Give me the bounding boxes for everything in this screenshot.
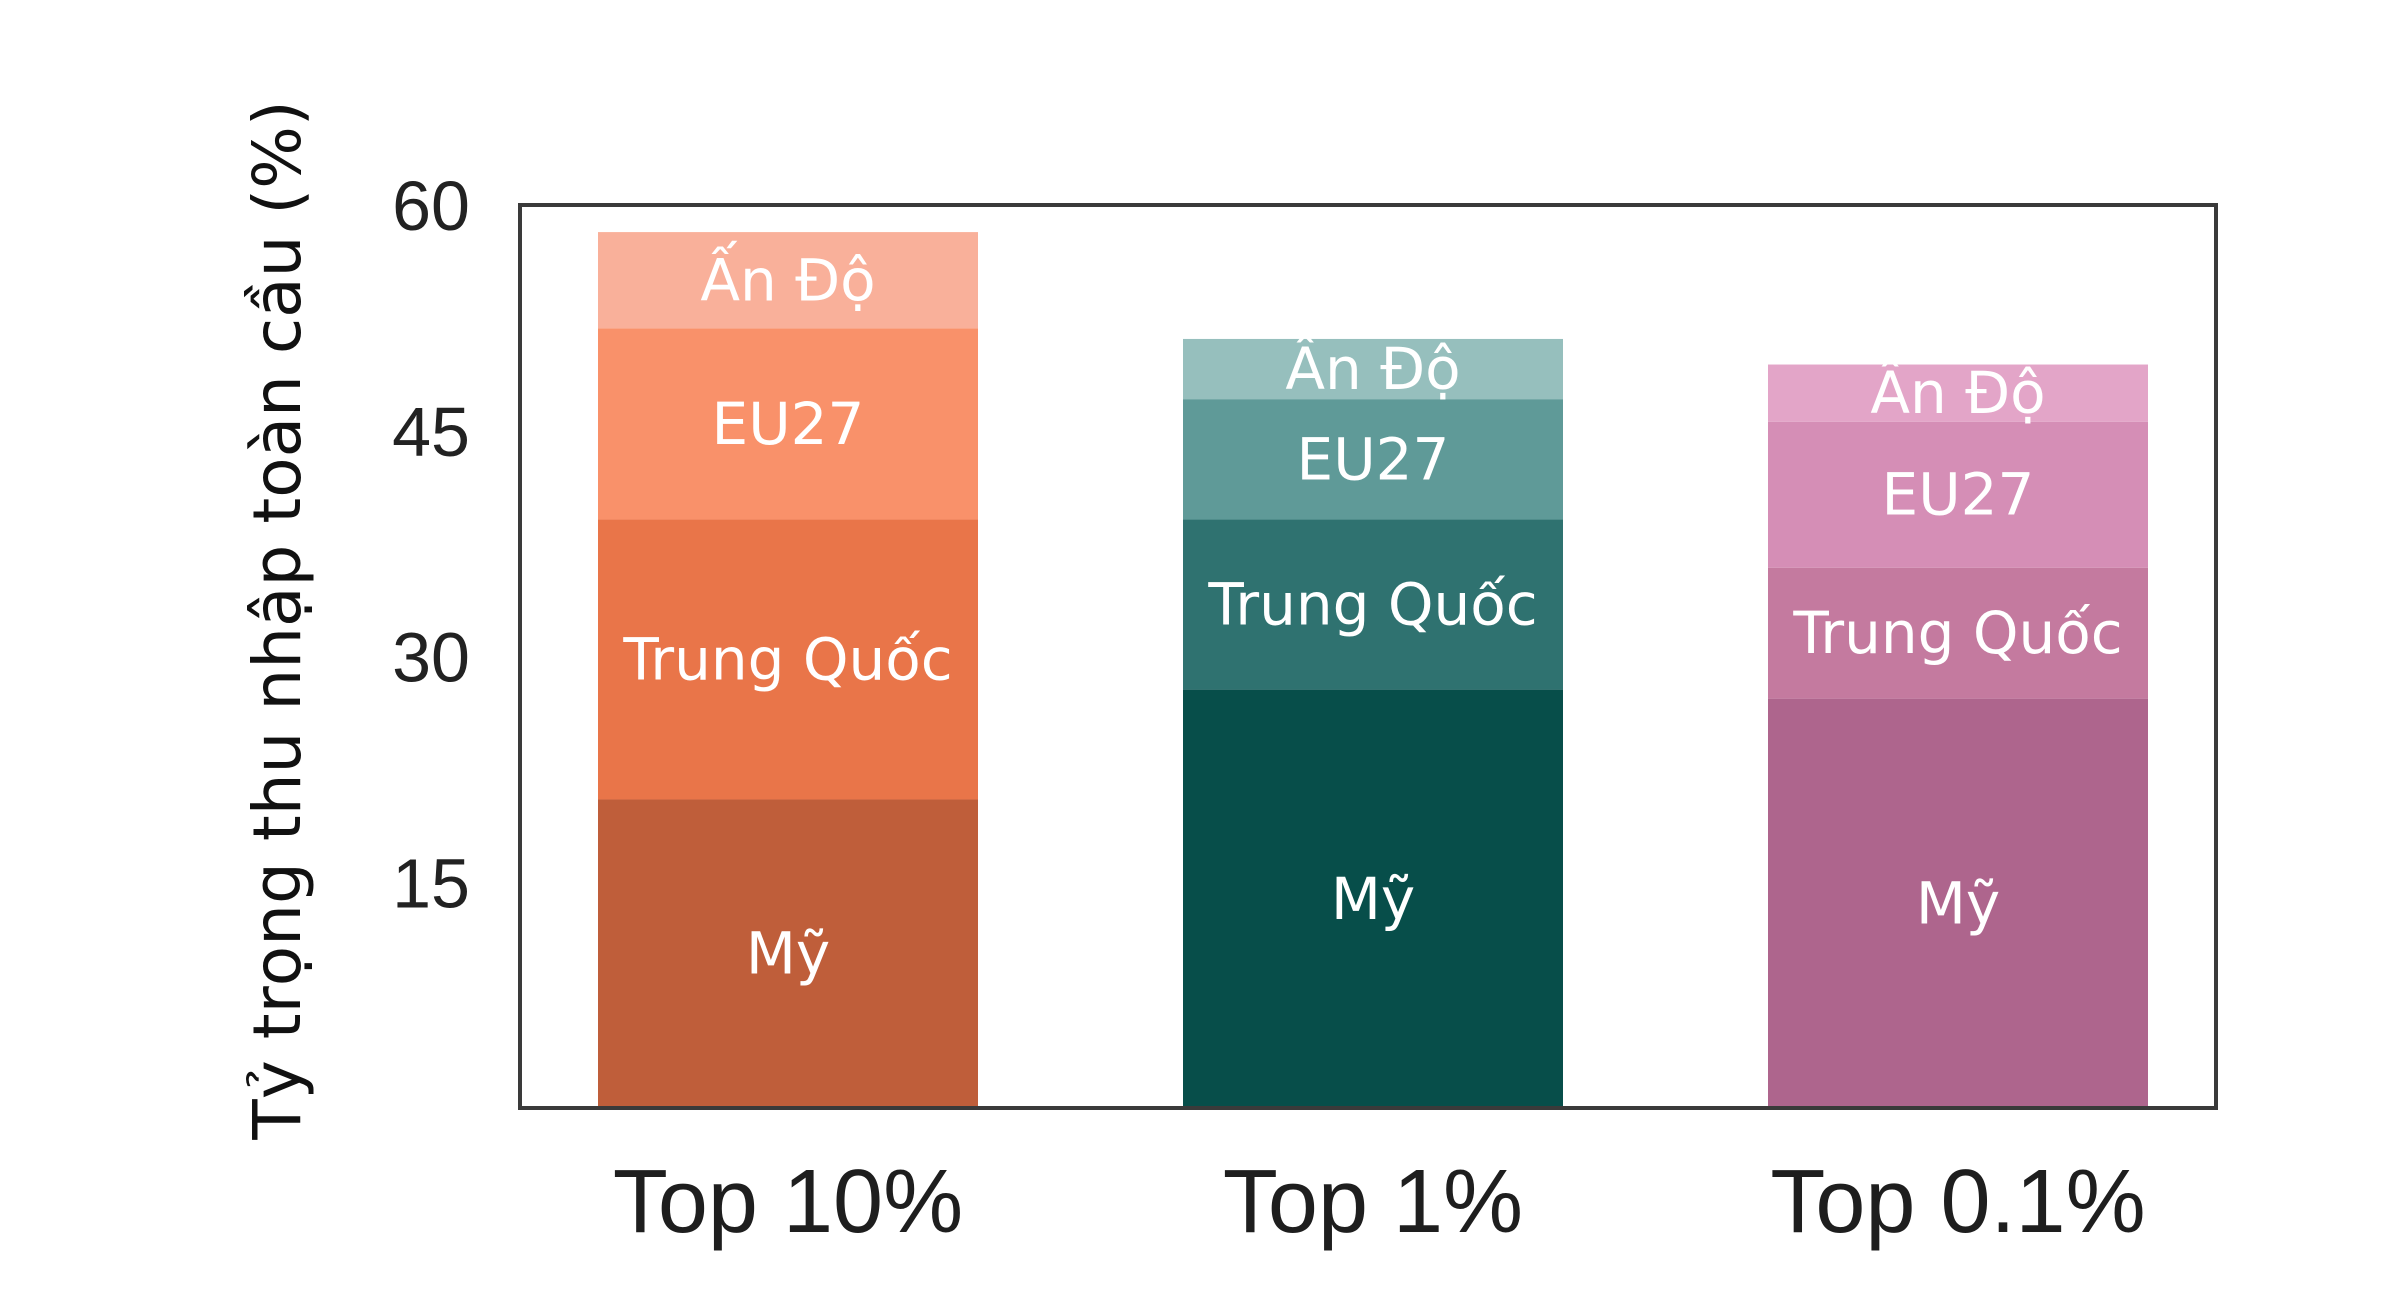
bar-segment [598, 799, 978, 1108]
segment-label: Trung Quốc [1792, 599, 2122, 667]
bar-segment [1183, 689, 1563, 1108]
y-tick-label: 60 [392, 167, 470, 245]
bar-segment [598, 519, 978, 800]
bar-stack: Mỹ Trung Quốc EU27 Ấn Độ [1768, 352, 2148, 1108]
bar-segment [598, 232, 978, 329]
bar-segment [1768, 567, 2148, 699]
plot-frame [518, 203, 2218, 1110]
bar-stack: Mỹ Trung Quốc EU27 Ấn Độ [598, 232, 978, 1108]
y-tick-label: 15 [392, 844, 470, 922]
segment-label: EU27 [712, 390, 865, 458]
segment-label: Mỹ [746, 920, 830, 988]
segment-label: Mỹ [1916, 869, 2000, 937]
x-category-label: Top 0.1% [1770, 1152, 2145, 1252]
bar-segment [1768, 698, 2148, 1108]
segment-label: EU27 [1882, 461, 2035, 529]
bars-layer: Mỹ Trung Quốc EU27 Ấn Độ Mỹ Trung Quốc EU27 Ấn … [598, 232, 2148, 1108]
y-tick-labels: 15 30 45 60 [392, 167, 470, 922]
x-category-label: Top 10% [613, 1152, 963, 1252]
bar-segment [1183, 399, 1563, 520]
y-tick-label: 45 [392, 393, 470, 471]
segment-label: Mỹ [1331, 865, 1415, 933]
bar-segment [1183, 519, 1563, 690]
segment-label: EU27 [1297, 425, 1450, 493]
x-category-label: Top 1% [1223, 1152, 1523, 1252]
segment-label: Ấn Độ [1285, 328, 1460, 403]
bar-segment [1768, 421, 2148, 568]
segment-label: Ấn Độ [1870, 352, 2045, 427]
segment-label: Trung Quốc [622, 626, 952, 694]
segment-label: Ấn Độ [700, 239, 875, 314]
y-axis-title: Tỷ trọng thu nhập toàn cầu (%) [239, 100, 316, 1140]
bar-segment [598, 328, 978, 520]
segment-label: Trung Quốc [1207, 571, 1537, 639]
y-tick-label: 30 [392, 619, 470, 697]
bar-segment [1768, 364, 2148, 422]
x-category-labels: Top 10% Top 1% Top 0.1% [613, 1152, 2146, 1252]
bar-segment [1183, 338, 1563, 400]
bar-stack: Mỹ Trung Quốc EU27 Ấn Độ [1183, 328, 1563, 1108]
